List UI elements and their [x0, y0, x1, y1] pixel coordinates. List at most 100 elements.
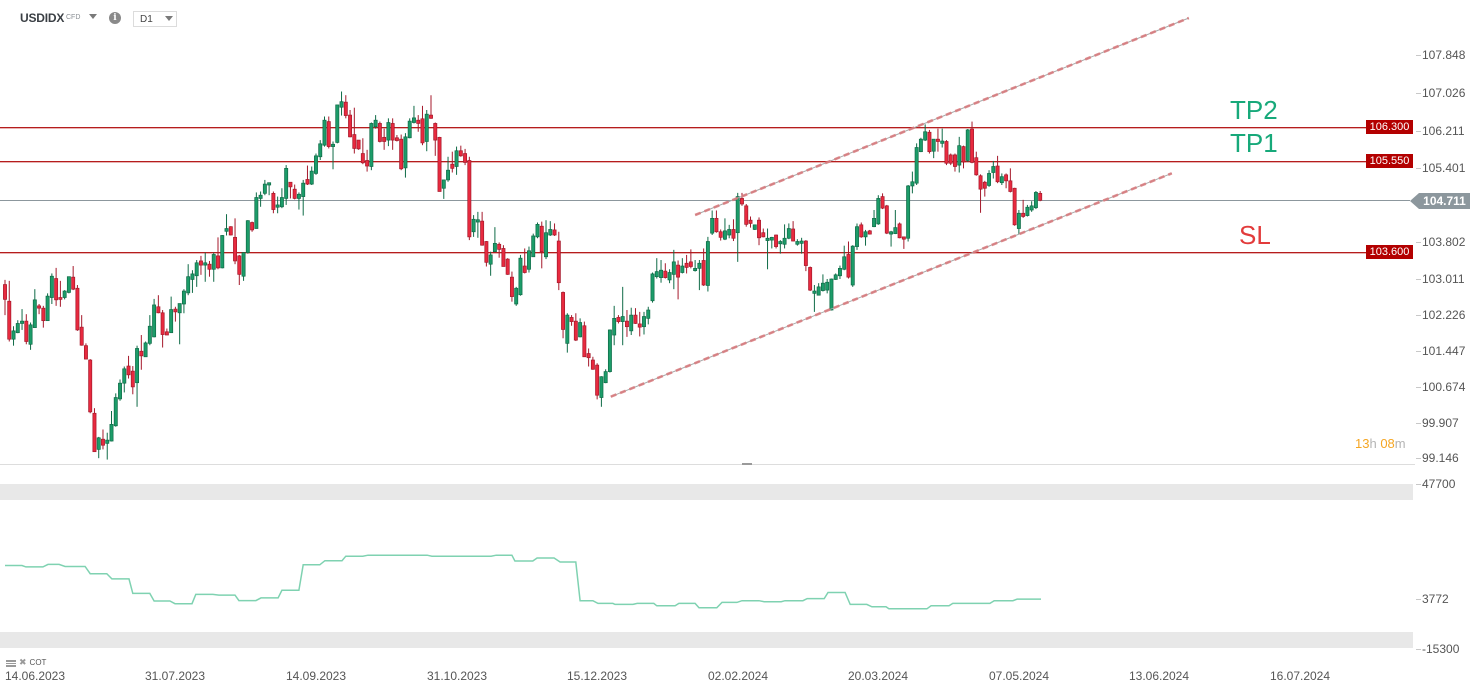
candle-down [561, 292, 566, 330]
level-label-tp2[interactable]: 106.300 [1366, 120, 1413, 134]
candle-down [590, 359, 595, 370]
candle-down [803, 240, 808, 266]
candle-up [1016, 212, 1021, 229]
candle-up [850, 245, 855, 286]
candle-up [910, 181, 915, 187]
candle-up [296, 193, 301, 199]
candle-up [816, 286, 821, 296]
candle-down [616, 317, 621, 322]
candle-up [923, 131, 928, 141]
candle-up [863, 231, 868, 238]
candle-down [522, 265, 527, 273]
candle-down [156, 306, 161, 314]
candle-up [838, 268, 842, 277]
candle-down [569, 317, 574, 322]
candle-up [147, 325, 152, 344]
candle-down [688, 261, 693, 267]
level-label-sl[interactable]: 103.600 [1366, 245, 1413, 259]
timeframe-caret-icon [165, 16, 173, 21]
candle-up [143, 342, 148, 358]
candle-down [377, 123, 382, 142]
list-icon[interactable] [6, 660, 16, 667]
candle-up [1033, 192, 1038, 209]
candle-down [130, 370, 135, 388]
candle-up [475, 219, 480, 223]
candle-down [126, 365, 131, 376]
candle-up [373, 119, 378, 128]
price-tick-mark [1416, 279, 1421, 280]
price-tick-mark [1416, 315, 1421, 316]
level-label-tp1[interactable]: 105.550 [1366, 154, 1413, 168]
timeframe-select[interactable]: D1 [133, 11, 177, 27]
candle-down [207, 263, 212, 270]
price-tick-mark [1416, 423, 1421, 424]
panel-resize-handle[interactable] [742, 463, 752, 465]
timeframe-value: D1 [140, 14, 153, 25]
countdown-hours-unit: h [1369, 436, 1377, 451]
candle-up [514, 287, 519, 305]
price-tick-label: 99.146 [1422, 451, 1459, 465]
candle-down [450, 163, 455, 169]
candle-up [693, 268, 698, 272]
candle-up [301, 182, 306, 197]
candle-up [492, 242, 497, 253]
instrument-type-label: CFD [66, 14, 81, 21]
close-icon[interactable]: ✖ [19, 657, 27, 667]
candle-down [663, 270, 668, 278]
candle-up [855, 226, 859, 247]
candle-down [75, 287, 80, 331]
price-tick-mark [1416, 168, 1421, 169]
countdown-minutes: 08 [1380, 436, 1395, 451]
candle-up [66, 276, 71, 293]
candle-up [45, 295, 50, 322]
candle-down [731, 229, 736, 239]
candle-up [893, 227, 898, 234]
candle-down [701, 260, 706, 286]
candle-up [267, 182, 272, 186]
candle-up [407, 120, 412, 139]
candle-down [573, 320, 578, 341]
candle-up [11, 330, 16, 340]
candle-down [1021, 212, 1026, 217]
candle-down [228, 226, 233, 236]
cot-tick-mark [1416, 484, 1421, 485]
candle-down [199, 260, 203, 266]
candle-up [697, 262, 702, 269]
candle-up [825, 281, 830, 291]
candle-up [565, 314, 570, 344]
candle-down [757, 219, 761, 239]
candle-down [982, 181, 987, 189]
candle-up [446, 169, 450, 181]
candle-up [224, 228, 229, 232]
candle-up [32, 299, 37, 328]
candle-down [139, 350, 144, 357]
candle-down [348, 114, 353, 138]
candle-down [676, 264, 681, 278]
candle-up [889, 231, 894, 235]
candle-down [897, 223, 902, 239]
date-label: 16.07.2024 [1269, 669, 1331, 683]
candle-up [765, 237, 770, 241]
candle-up [544, 232, 548, 258]
candle-down [880, 196, 885, 209]
symbol-name[interactable]: USDIDX [20, 11, 65, 25]
candle-up [412, 117, 416, 123]
candle-up [135, 348, 140, 384]
date-label: 20.03.2024 [847, 669, 909, 683]
candle-up [181, 290, 186, 305]
candle-up [918, 138, 923, 153]
candle-down [595, 364, 600, 396]
candle-up [424, 113, 429, 142]
candle-down [216, 255, 220, 269]
candle-down [944, 141, 949, 164]
info-icon[interactable]: i [109, 12, 121, 24]
panel-separator[interactable] [0, 464, 1415, 465]
date-label: 14.06.2023 [4, 669, 66, 683]
candle-down [582, 325, 587, 358]
candle-down [467, 160, 472, 238]
cot-tick-label: 47700 [1422, 477, 1456, 491]
price-tick-label: 99.907 [1422, 416, 1459, 430]
candle-up [454, 150, 459, 167]
symbol-dropdown-caret-icon[interactable] [89, 14, 97, 19]
